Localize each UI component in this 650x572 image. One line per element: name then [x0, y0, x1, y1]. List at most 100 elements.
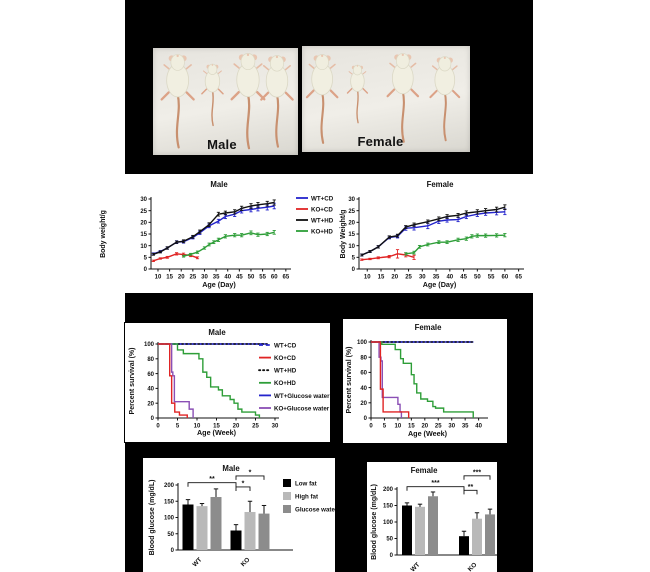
- svg-text:200: 200: [383, 487, 394, 493]
- svg-text:Male: Male: [208, 328, 226, 337]
- svg-text:40: 40: [147, 387, 154, 393]
- svg-text:80: 80: [360, 355, 367, 361]
- svg-text:0: 0: [364, 416, 368, 422]
- surv-female-svg: 0 20 40 60 80 100 0 5 10 15 20 25 30 35 40 Female Age (W…: [346, 323, 488, 438]
- svg-text:Age (Day): Age (Day): [423, 280, 457, 289]
- svg-text:15: 15: [166, 275, 173, 281]
- svg-text:25: 25: [405, 275, 412, 281]
- svg-text:20: 20: [348, 221, 355, 227]
- svg-text:WT: WT: [409, 561, 421, 572]
- svg-text:0: 0: [156, 424, 160, 430]
- photo-label-female: Female: [357, 134, 404, 149]
- svg-text:35: 35: [462, 424, 469, 430]
- svg-text:10: 10: [194, 424, 201, 430]
- svg-text:0: 0: [352, 267, 356, 273]
- svg-text:Age (Week): Age (Week): [197, 428, 237, 437]
- svg-text:High fat: High fat: [295, 493, 318, 500]
- svg-text:KO+HD: KO+HD: [311, 228, 333, 235]
- survival-chart-male: 0 20 40 60 80 100 0 5 10 15 20 25 30 Male Age (Week) Pe…: [124, 322, 331, 443]
- svg-text:55: 55: [259, 275, 266, 281]
- svg-text:30: 30: [448, 424, 455, 430]
- survival-chart-female: 0 20 40 60 80 100 0 5 10 15 20 25 30 35 40 Female Age (W…: [342, 318, 508, 444]
- svg-text:10: 10: [395, 424, 402, 430]
- svg-text:KO+CD: KO+CD: [274, 355, 296, 362]
- svg-text:**: **: [209, 476, 215, 483]
- svg-text:0: 0: [390, 553, 394, 559]
- bar-female-svg: 0 50 100 150 200 Female Blood glucose (mg/dL) W…: [371, 466, 497, 572]
- svg-text:25: 25: [348, 209, 355, 215]
- svg-text:25: 25: [190, 275, 197, 281]
- svg-text:WT+CD: WT+CD: [311, 195, 334, 202]
- svg-text:100: 100: [164, 516, 175, 522]
- svg-text:10: 10: [140, 244, 147, 250]
- svg-text:Female: Female: [415, 323, 443, 332]
- svg-text:5: 5: [176, 424, 180, 430]
- svg-text:100: 100: [144, 342, 155, 348]
- svg-text:30: 30: [348, 197, 355, 203]
- svg-text:30: 30: [201, 275, 208, 281]
- svg-text:*: *: [242, 480, 245, 487]
- svg-text:***: ***: [473, 469, 481, 476]
- svg-text:65: 65: [515, 275, 522, 281]
- svg-text:Body weight/g: Body weight/g: [100, 210, 107, 258]
- svg-text:Female: Female: [411, 466, 439, 475]
- photo-label-male: Male: [207, 137, 237, 152]
- svg-text:Male: Male: [210, 180, 228, 189]
- mice-image-male: [160, 53, 294, 150]
- svg-text:KO+Glucose water: KO+Glucose water: [274, 405, 330, 412]
- svg-text:Age (Day): Age (Day): [202, 280, 236, 289]
- svg-text:15: 15: [378, 275, 385, 281]
- svg-text:50: 50: [167, 532, 174, 538]
- svg-text:150: 150: [383, 504, 394, 510]
- svg-text:25: 25: [435, 424, 442, 430]
- svg-text:50: 50: [474, 275, 481, 281]
- svg-text:WT+HD: WT+HD: [311, 217, 334, 224]
- svg-text:20: 20: [421, 424, 428, 430]
- svg-text:55: 55: [488, 275, 495, 281]
- svg-text:20: 20: [140, 221, 147, 227]
- svg-text:KO+HD: KO+HD: [274, 380, 296, 387]
- svg-text:40: 40: [360, 386, 367, 392]
- svg-text:KO: KO: [240, 556, 252, 568]
- mouse-photo-male: Male: [153, 48, 298, 155]
- svg-text:50: 50: [248, 275, 255, 281]
- svg-text:KO: KO: [467, 561, 479, 572]
- svg-text:35: 35: [433, 275, 440, 281]
- svg-text:150: 150: [164, 499, 175, 505]
- svg-text:***: ***: [431, 480, 439, 487]
- surv-male-svg: 0 20 40 60 80 100 0 5 10 15 20 25 30 Male Age (Week) Pe…: [129, 328, 330, 437]
- svg-text:60: 60: [360, 371, 367, 377]
- svg-text:Body Weight/g: Body Weight/g: [340, 210, 347, 259]
- svg-text:40: 40: [224, 275, 231, 281]
- svg-text:60: 60: [502, 275, 509, 281]
- svg-text:30: 30: [272, 424, 279, 430]
- svg-text:30: 30: [419, 275, 426, 281]
- svg-text:0: 0: [144, 267, 148, 273]
- svg-text:0: 0: [151, 416, 155, 422]
- svg-text:200: 200: [164, 483, 175, 489]
- svg-text:100: 100: [357, 340, 368, 346]
- svg-text:30: 30: [140, 197, 147, 203]
- svg-text:25: 25: [252, 424, 259, 430]
- svg-text:Male: Male: [222, 464, 240, 473]
- svg-text:20: 20: [178, 275, 185, 281]
- svg-text:WT+HD: WT+HD: [274, 368, 297, 375]
- svg-text:60: 60: [147, 372, 154, 378]
- svg-text:0: 0: [171, 548, 175, 554]
- svg-text:WT: WT: [191, 556, 203, 568]
- svg-text:65: 65: [282, 275, 289, 281]
- svg-text:15: 15: [213, 424, 220, 430]
- svg-text:20: 20: [233, 424, 240, 430]
- svg-text:40: 40: [475, 424, 482, 430]
- svg-text:20: 20: [391, 275, 398, 281]
- bar-male-svg: 0 50 100 150 200 Male Blood glucose (mg/dL) WT K…: [149, 464, 335, 568]
- svg-text:KO+CD: KO+CD: [311, 206, 333, 213]
- svg-text:10: 10: [364, 275, 371, 281]
- bw-male-svg: 0 5 10 15 20 25 30 10 15 20 25 30 35 40 45 50 55 60 65 Male…: [100, 180, 334, 289]
- svg-text:80: 80: [147, 357, 154, 363]
- svg-text:20: 20: [147, 401, 154, 407]
- svg-text:45: 45: [236, 275, 243, 281]
- svg-text:15: 15: [408, 424, 415, 430]
- svg-text:20: 20: [360, 401, 367, 407]
